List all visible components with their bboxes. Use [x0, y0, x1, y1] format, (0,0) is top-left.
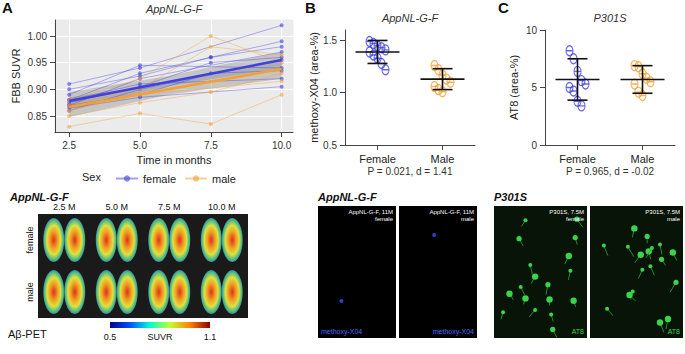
svg-text:female: female	[566, 216, 585, 222]
svg-text:Sex: Sex	[82, 171, 101, 183]
svg-text:Time in months: Time in months	[137, 154, 212, 166]
svg-text:Aβ-PET: Aβ-PET	[8, 328, 47, 340]
svg-text:AppNL-G-F, 11M: AppNL-G-F, 11M	[348, 209, 393, 215]
svg-text:0.5: 0.5	[104, 332, 117, 342]
svg-text:AppNL-G-F, 11M: AppNL-G-F, 11M	[429, 209, 474, 215]
svg-text:male: male	[25, 282, 35, 302]
svg-text:P301S, 7.5M: P301S, 7.5M	[549, 209, 584, 215]
svg-text:1.00: 1.00	[28, 31, 48, 42]
svg-text:0.5: 0.5	[323, 140, 337, 151]
svg-text:AppNL-G-F: AppNL-G-F	[145, 3, 204, 15]
svg-text:10: 10	[526, 25, 538, 36]
svg-text:10.0 M: 10.0 M	[208, 202, 236, 212]
svg-text:methoxy-X04 (area-%): methoxy-X04 (area-%)	[308, 32, 320, 143]
svg-text:0: 0	[531, 140, 537, 151]
svg-text:female: female	[375, 216, 394, 222]
svg-text:female: female	[25, 226, 35, 253]
svg-text:P301S, 7.5M: P301S, 7.5M	[645, 209, 680, 215]
svg-text:female: female	[143, 173, 176, 185]
svg-text:P301S: P301S	[494, 191, 528, 203]
svg-text:male: male	[461, 216, 475, 222]
svg-text:methoxy-X04: methoxy-X04	[433, 328, 474, 336]
svg-text:2.5 M: 2.5 M	[53, 202, 76, 212]
svg-text:7.5: 7.5	[204, 140, 218, 151]
svg-text:Female: Female	[359, 153, 396, 165]
svg-text:5: 5	[531, 82, 537, 93]
svg-text:SUVR: SUVR	[147, 332, 173, 342]
svg-text:AT8: AT8	[572, 328, 584, 335]
svg-text:P301S: P301S	[593, 12, 627, 24]
svg-text:B: B	[305, 0, 316, 16]
svg-text:methoxy-X04: methoxy-X04	[321, 328, 362, 336]
svg-text:C: C	[498, 0, 509, 16]
svg-text:0.95: 0.95	[28, 57, 48, 68]
svg-text:5.0 M: 5.0 M	[105, 202, 128, 212]
svg-text:0.90: 0.90	[28, 84, 48, 95]
svg-text:AT8 (area-%): AT8 (area-%)	[508, 55, 520, 120]
svg-text:male: male	[212, 173, 236, 185]
svg-text:7.5 M: 7.5 M	[158, 202, 181, 212]
svg-text:1.1: 1.1	[204, 332, 217, 342]
svg-text:Female: Female	[559, 153, 596, 165]
svg-text:P = 0.965, d = -0.02: P = 0.965, d = -0.02	[566, 166, 655, 177]
svg-text:5.0: 5.0	[133, 140, 147, 151]
svg-text:10.0: 10.0	[272, 140, 292, 151]
svg-text:Male: Male	[431, 153, 455, 165]
svg-text:male: male	[667, 216, 681, 222]
svg-text:AppNL-G-F: AppNL-G-F	[10, 191, 69, 203]
svg-text:1.0: 1.0	[323, 87, 337, 98]
svg-text:P = 0.021, d = 1.41: P = 0.021, d = 1.41	[368, 166, 453, 177]
svg-text:1.5: 1.5	[323, 35, 337, 46]
svg-text:0.85: 0.85	[28, 111, 48, 122]
svg-text:A: A	[2, 0, 13, 16]
svg-text:AT8: AT8	[668, 328, 680, 335]
svg-text:Male: Male	[631, 153, 655, 165]
svg-text:2.5: 2.5	[62, 140, 76, 151]
svg-text:AppNL-G-F: AppNL-G-F	[381, 12, 440, 24]
svg-text:AppNL-G-F: AppNL-G-F	[317, 191, 377, 203]
svg-text:FBB SUVR: FBB SUVR	[10, 48, 22, 103]
